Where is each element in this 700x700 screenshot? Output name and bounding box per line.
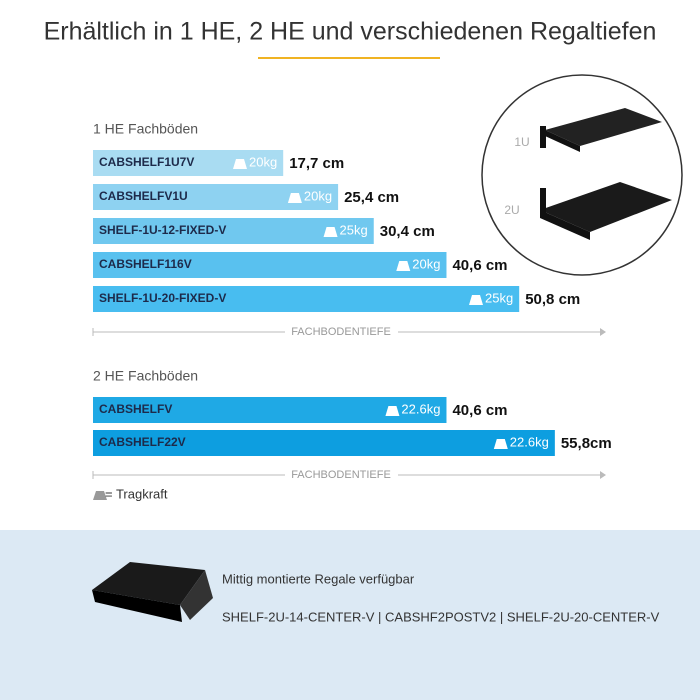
- weight-icon: [232, 159, 247, 169]
- depth-label: 55,8cm: [561, 435, 612, 452]
- image-label: 2U: [504, 203, 519, 217]
- weight-icon: [396, 261, 411, 271]
- depth-label: 30,4 cm: [380, 223, 435, 240]
- footer-band: [0, 530, 700, 700]
- axis-arrow: [600, 328, 606, 336]
- group-title: 2 HE Fachböden: [93, 368, 198, 384]
- bar-name: CABSHELFV: [99, 402, 172, 416]
- bar-name: CABSHELF116V: [99, 257, 192, 271]
- bar-name: CABSHELF1U7V: [99, 155, 194, 169]
- weight-icon: [287, 193, 302, 203]
- page-title: Erhältlich in 1 HE, 2 HE und verschieden…: [44, 18, 657, 46]
- footer-image: [92, 562, 213, 622]
- footer-title: Mittig montierte Regale verfügbar: [222, 571, 415, 586]
- bar-load: 20kg: [304, 188, 332, 203]
- axis-label: FACHBODENTIEFE: [291, 326, 391, 338]
- weight-icon: [323, 227, 338, 237]
- depth-label: 50,8 cm: [525, 291, 580, 308]
- depth-label: 40,6 cm: [452, 257, 507, 274]
- weight-icon: [385, 406, 400, 416]
- image-label: 1U: [514, 135, 529, 149]
- bar: [93, 430, 555, 456]
- bar: [93, 252, 447, 278]
- depth-label: 25,4 cm: [344, 189, 399, 206]
- footer-models: SHELF-2U-14-CENTER-V | CABSHF2POSTV2 | S…: [222, 609, 660, 624]
- product-image: 1U 2U: [481, 74, 683, 276]
- axis-label: FACHBODENTIEFE: [291, 469, 391, 481]
- bar-name: CABSHELF22V: [99, 435, 186, 449]
- bar-name: SHELF-1U-20-FIXED-V: [99, 291, 226, 305]
- legend: = Tragkraft: [93, 486, 168, 501]
- weight-icon: [493, 439, 508, 449]
- legend-label: = Tragkraft: [105, 486, 168, 501]
- bar-load: 25kg: [485, 290, 513, 305]
- bar-load: 20kg: [412, 256, 440, 271]
- bar-load: 22.6kg: [401, 401, 440, 416]
- bar-name: CABSHELFV1U: [99, 189, 188, 203]
- bar: [93, 286, 520, 312]
- bar: [93, 150, 284, 176]
- bar-name: SHELF-1U-12-FIXED-V: [99, 223, 226, 237]
- axis-arrow: [600, 471, 606, 479]
- bar-load: 20kg: [249, 154, 277, 169]
- group-title: 1 HE Fachböden: [93, 121, 198, 137]
- bar-load: 25kg: [340, 222, 368, 237]
- depth-label: 17,7 cm: [289, 155, 344, 172]
- depth-label: 40,6 cm: [452, 402, 507, 419]
- bar-load: 22.6kg: [510, 434, 549, 449]
- weight-icon: [469, 295, 484, 305]
